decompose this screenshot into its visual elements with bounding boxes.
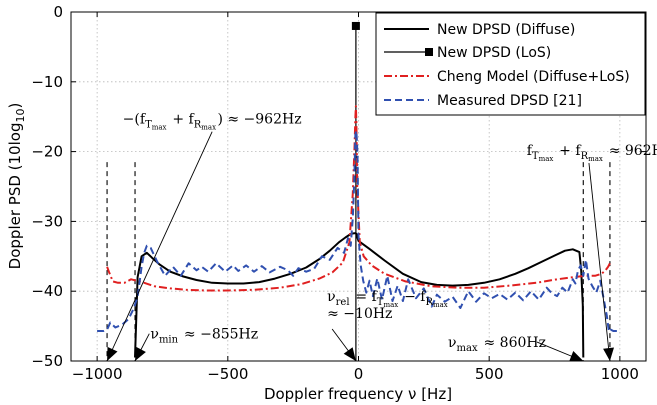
y-axis-label-main: Doppler PSD (10log <box>6 123 24 270</box>
legend-label-diffuse: New DPSD (Diffuse) <box>437 22 575 38</box>
y-tick-label: −10 <box>31 73 63 91</box>
annotation-arrow-head <box>107 346 118 361</box>
series-line-cheng-model-diffuse-los <box>106 105 611 292</box>
legend: New DPSD (Diffuse) New DPSD (LoS) Cheng … <box>375 12 646 116</box>
y-tick-label: −20 <box>31 143 63 161</box>
annotation-label: νmin ≈ −855Hz <box>150 327 258 346</box>
annotation-label: νrel = fTmax − fRmax <box>327 289 449 309</box>
y-tick-label: −30 <box>31 212 63 230</box>
annotation-arrow-line <box>106 131 213 362</box>
x-tick-label: 0 <box>354 365 364 383</box>
annotation-arrow-head <box>135 346 146 361</box>
annotation-label: −(fTmax + fRmax ) ≈ −962Hz <box>123 112 302 132</box>
x-axis-label: Doppler frequency ν [Hz] <box>264 385 452 403</box>
x-tick-label: −1000 <box>72 365 123 383</box>
legend-label-los: New DPSD (LoS) <box>437 45 551 61</box>
annotation-arrow-head <box>569 351 584 362</box>
y-tick-label: −50 <box>31 352 63 370</box>
annotation-layer: −(fTmax + fRmax ) ≈ −962Hz fTmax + fRmax … <box>106 112 657 362</box>
los-peak-marker <box>351 21 360 30</box>
axis-ticks: −1000 −500 0 500 1000 0 −10 −20 −30 −40 −50 <box>31 3 646 383</box>
y-tick-label: 0 <box>53 3 63 21</box>
annotation-arrow-head <box>603 347 614 361</box>
annotation-label: fTmax + fRmax ≈ 962Hz <box>527 143 657 163</box>
y-tick-label: −40 <box>31 282 63 300</box>
annotation-arrow-head <box>343 347 356 361</box>
x-tick-label: −500 <box>207 365 248 383</box>
y-axis-label: Doppler PSD (10log10) <box>6 103 27 270</box>
x-tick-label: 1000 <box>601 365 639 383</box>
annotation-arrow-line <box>588 163 611 362</box>
legend-label-cheng: Cheng Model (Diffuse+LoS) <box>437 69 630 85</box>
series-layer <box>97 21 620 361</box>
y-axis-label-sub: 10 <box>14 109 27 123</box>
legend-marker-los <box>425 48 433 56</box>
annotation-label: νmax ≈ 860Hz <box>448 335 546 354</box>
legend-label-measured: Measured DPSD [21] <box>437 93 582 109</box>
series-line-measured-dpsd-21 <box>97 129 620 333</box>
x-tick-label: 500 <box>475 365 504 383</box>
annotation-label-line2: ≈ −10Hz <box>327 306 392 322</box>
y-axis-label-close: ) <box>6 103 24 109</box>
